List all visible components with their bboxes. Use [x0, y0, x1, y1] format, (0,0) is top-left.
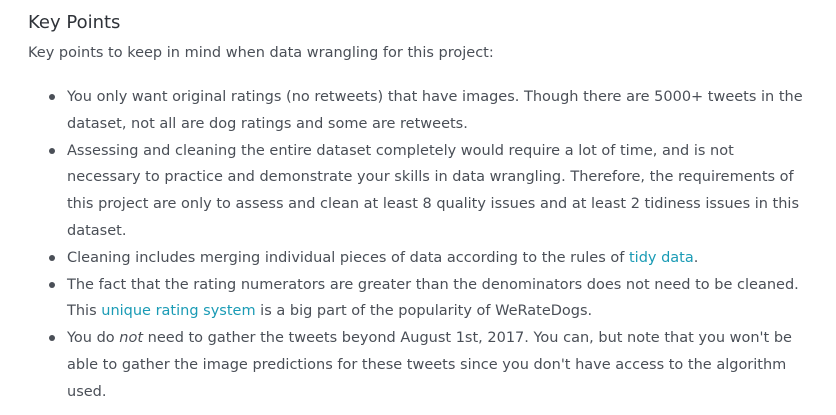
bullet-icon: [49, 147, 55, 154]
key-points-list: You only want original ratings (no retwe…: [0, 84, 836, 406]
intro-text: Key points to keep in mind when data wra…: [28, 45, 494, 61]
unique-rating-system-link[interactable]: unique rating system: [101, 303, 256, 320]
bullet-icon: [49, 254, 55, 261]
list-item-text: You only want original ratings (no retwe…: [67, 89, 803, 132]
list-item-text-before: The fact that the rating numerators are …: [67, 276, 799, 320]
list-item-text-before: You do: [67, 330, 120, 347]
emphasis-not: not: [119, 330, 144, 347]
list-item-text-after: is a big part of the popularity of WeRat…: [255, 303, 593, 320]
bullet-icon: [49, 281, 55, 288]
list-item-gather-tweets: You do not need to gather the tweets bey…: [0, 325, 836, 405]
section-heading: Key Points: [28, 12, 121, 33]
list-item-text-after: .: [693, 249, 699, 266]
tidy-data-link[interactable]: tidy data: [628, 249, 694, 266]
list-item-original-ratings: You only want original ratings (no retwe…: [0, 84, 836, 138]
list-item-rating-system: The fact that the rating numerators are …: [0, 272, 836, 326]
list-item-assessing-cleaning: Assessing and cleaning the entire datase…: [0, 138, 836, 245]
list-item-tidy-data: Cleaning includes merging individual pie…: [0, 245, 836, 272]
list-item-text-after: need to gather the tweets beyond August …: [67, 330, 792, 400]
list-item-text: Assessing and cleaning the entire datase…: [67, 142, 800, 239]
list-item-text-before: Cleaning includes merging individual pie…: [67, 249, 629, 266]
bullet-icon: [49, 335, 55, 342]
bullet-icon: [49, 94, 55, 100]
